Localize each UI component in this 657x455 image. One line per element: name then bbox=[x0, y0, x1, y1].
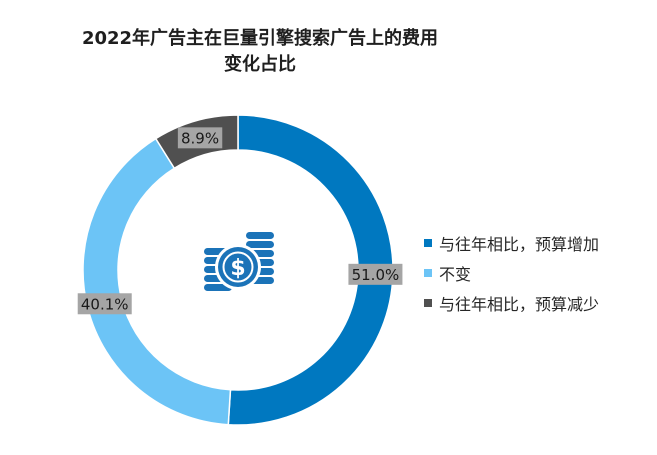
data-label-decrease: 8.9% bbox=[177, 127, 223, 149]
data-label-text-decrease: 8.9% bbox=[181, 129, 219, 147]
legend-swatch-decrease bbox=[424, 299, 432, 307]
data-label-text-increase: 51.0% bbox=[352, 266, 400, 284]
legend-label-decrease: 与往年相比，预算减少 bbox=[439, 295, 600, 314]
coin-stack-right bbox=[246, 232, 274, 239]
legend-label-same: 不变 bbox=[439, 265, 472, 284]
legend-item-same: 不变 bbox=[424, 258, 599, 288]
money-coins-icon: $ bbox=[204, 232, 274, 291]
data-label-increase: 51.0% bbox=[348, 263, 403, 285]
data-label-box-same bbox=[77, 293, 132, 315]
slice-increase bbox=[227, 114, 394, 426]
data-label-same: 40.1% bbox=[77, 293, 132, 315]
data-label-text-same: 40.1% bbox=[81, 295, 129, 313]
legend-swatch-increase bbox=[424, 239, 432, 247]
coin-ring bbox=[222, 251, 254, 283]
data-label-box-increase bbox=[348, 263, 403, 285]
coin-stack-right bbox=[246, 241, 274, 248]
chart-title: 2022年广告主在巨量引擎搜索广告上的费用 变化占比 bbox=[0, 26, 520, 78]
legend-label-increase: 与往年相比，预算增加 bbox=[439, 235, 600, 254]
dollar-sign-icon: $ bbox=[230, 256, 245, 281]
data-label-box-decrease bbox=[177, 127, 223, 149]
legend-item-increase: 与往年相比，预算增加 bbox=[424, 228, 599, 258]
legend-item-decrease: 与往年相比，预算减少 bbox=[424, 288, 599, 318]
legend-swatch-same bbox=[424, 269, 432, 277]
legend: 与往年相比，预算增加 不变 与往年相比，预算减少 bbox=[424, 228, 599, 318]
chart-title-line-1: 2022年广告主在巨量引擎搜索广告上的费用 bbox=[81, 28, 439, 49]
chart-title-line-2: 变化占比 bbox=[224, 54, 296, 75]
